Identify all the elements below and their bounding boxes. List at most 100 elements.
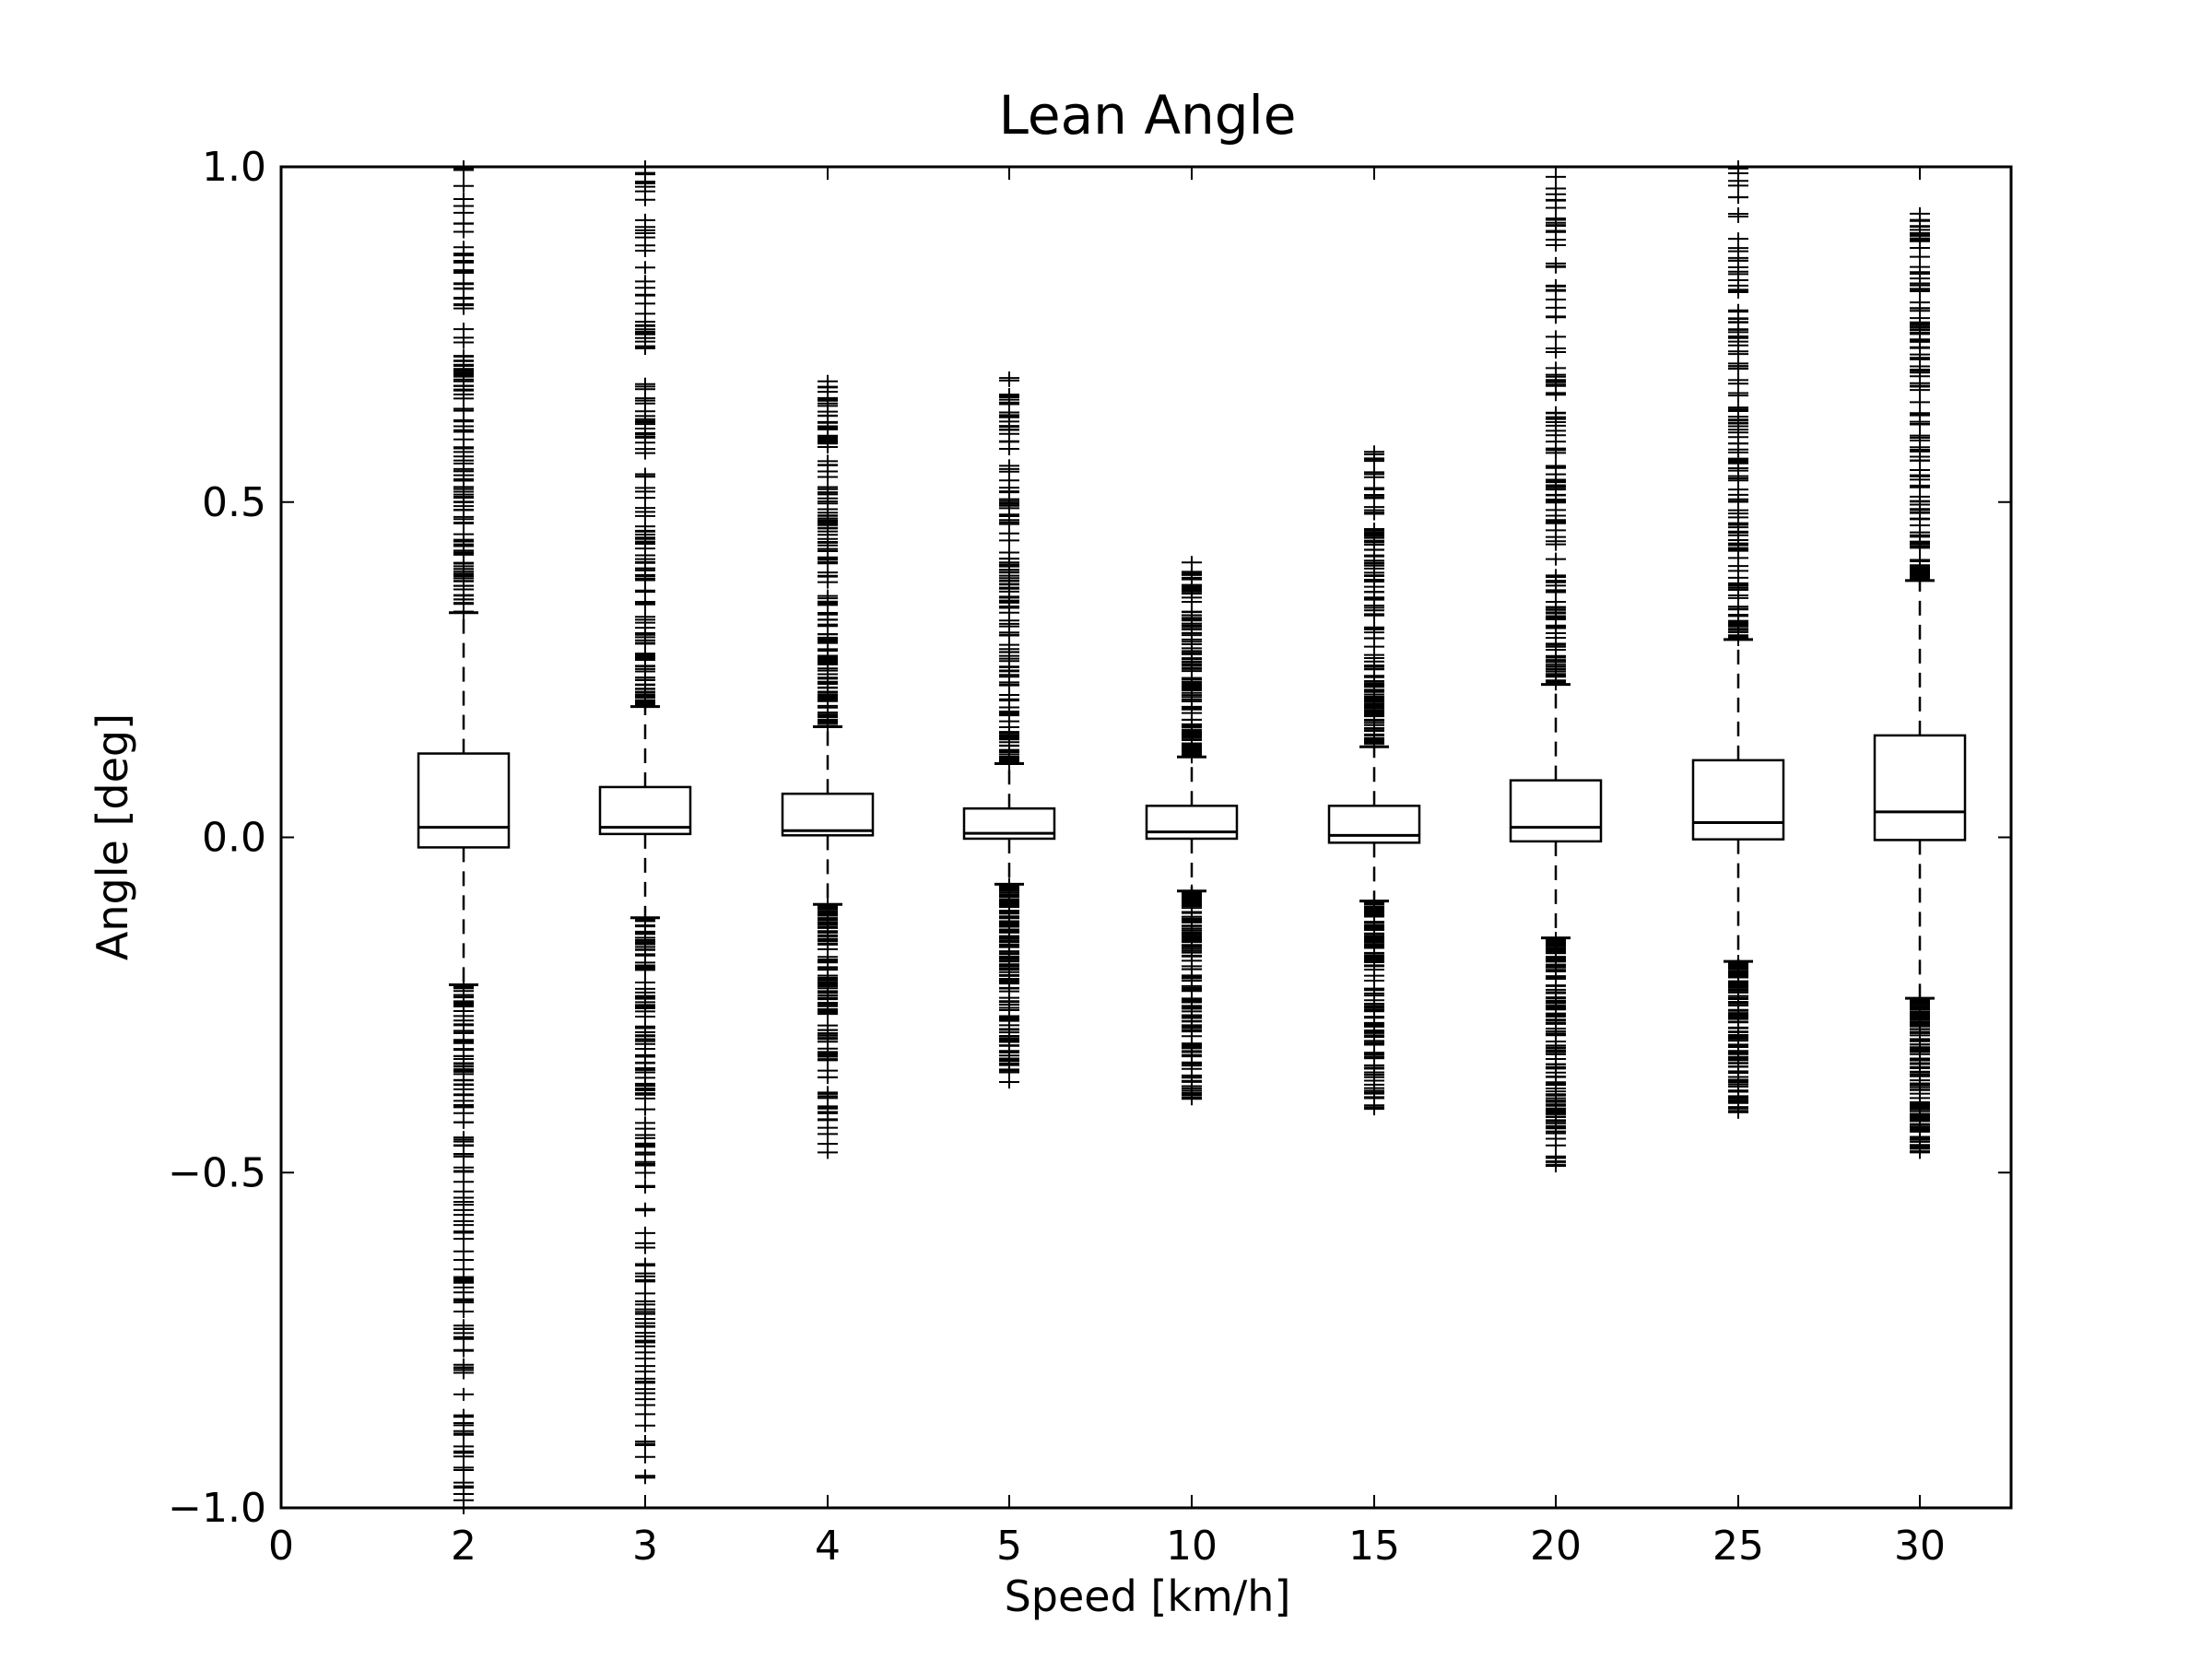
outlier-marker: [1546, 378, 1566, 392]
outlier-marker: [635, 1376, 655, 1390]
outlier-marker: [1728, 1105, 1748, 1119]
outlier-marker: [453, 1424, 474, 1438]
outlier-marker: [453, 1065, 474, 1078]
outlier-marker: [999, 977, 1019, 991]
outlier-marker: [999, 888, 1019, 902]
box-4: [781, 792, 875, 837]
outlier-marker: [635, 1450, 655, 1464]
outlier-marker: [635, 430, 655, 444]
outlier-marker: [1728, 981, 1748, 994]
outlier-marker: [453, 413, 474, 427]
outlier-marker: [1546, 218, 1566, 232]
outlier-marker: [1182, 572, 1202, 586]
outliers-high-15: [1364, 445, 1384, 754]
outlier-marker: [1182, 892, 1202, 906]
outlier-marker: [1910, 433, 1930, 447]
outlier-marker: [1728, 232, 1748, 246]
outlier-marker: [1182, 632, 1202, 646]
outlier-marker: [999, 907, 1019, 921]
outlier-marker: [1182, 676, 1202, 689]
outliers-low-20: [1546, 931, 1566, 1172]
outlier-marker: [1364, 445, 1384, 459]
outlier-marker: [1364, 736, 1384, 750]
outlier-marker: [635, 501, 655, 515]
box-25: [1691, 759, 1785, 841]
outlier-marker: [1546, 584, 1566, 598]
outlier-marker: [635, 1166, 655, 1180]
outlier-marker: [635, 1138, 655, 1152]
outlier-marker: [1546, 1138, 1566, 1152]
outlier-marker: [1182, 587, 1202, 601]
outlier-marker: [1728, 559, 1748, 573]
outlier-marker: [1546, 552, 1566, 566]
outliers-high-4: [818, 374, 838, 734]
outlier-marker: [1728, 413, 1748, 427]
outlier-marker: [453, 379, 474, 393]
outlier-marker: [999, 706, 1019, 720]
x-tick-label: 5: [996, 1523, 1022, 1570]
outlier-marker: [818, 720, 838, 734]
outlier-marker: [453, 323, 474, 336]
outlier-marker: [1728, 622, 1748, 636]
outliers-high-10: [1182, 556, 1202, 764]
outlier-marker: [1546, 256, 1566, 270]
outlier-marker: [1546, 473, 1566, 487]
outlier-marker: [1182, 690, 1202, 704]
outlier-marker: [453, 362, 474, 376]
outlier-marker: [999, 619, 1019, 633]
outlier-marker: [1182, 993, 1202, 1006]
outlier-marker: [453, 534, 474, 547]
outliers-low-4: [818, 898, 838, 1159]
y-tick-label: 1.0: [202, 144, 266, 191]
outlier-marker: [999, 526, 1019, 540]
outlier-marker: [453, 485, 474, 499]
outlier-marker: [1910, 1000, 1930, 1014]
outlier-marker: [1182, 905, 1202, 919]
outlier-marker: [1728, 191, 1748, 205]
x-tick-label: 0: [268, 1523, 294, 1570]
outlier-marker: [1546, 1122, 1566, 1135]
outlier-marker: [1364, 708, 1384, 722]
outliers-low-10: [1182, 884, 1202, 1106]
outlier-marker: [635, 1259, 655, 1273]
outlier-marker: [635, 213, 655, 227]
outlier-marker: [1728, 518, 1748, 532]
outlier-marker: [1910, 341, 1930, 355]
outlier-marker: [1546, 667, 1566, 681]
outlier-marker: [818, 1106, 838, 1120]
outlier-marker: [1910, 366, 1930, 380]
outlier-marker: [999, 508, 1019, 522]
outlier-marker: [1546, 310, 1566, 324]
plot-area: −1.0 −0.5 0.0 0.5 1.0 0 2 3 4 5 10 15 20 25 30: [168, 144, 2013, 1570]
outlier-marker: [1546, 570, 1566, 583]
outlier-marker: [1728, 265, 1748, 278]
outliers-high-30: [1910, 206, 1930, 587]
outlier-marker: [1364, 905, 1384, 919]
outlier-marker: [453, 1481, 474, 1495]
outlier-marker: [1364, 663, 1384, 677]
outlier-marker: [453, 1232, 474, 1246]
y-tick-label: 0.0: [202, 815, 266, 862]
outlier-marker: [1182, 1074, 1202, 1088]
outlier-marker: [818, 935, 838, 948]
outlier-marker: [453, 335, 474, 349]
outlier-marker: [453, 1450, 474, 1464]
outlier-marker: [1182, 944, 1202, 958]
outlier-marker: [1728, 377, 1748, 391]
outlier-marker: [635, 261, 655, 275]
outlier-marker: [1546, 971, 1566, 984]
outlier-marker: [635, 1334, 655, 1347]
outlier-marker: [1182, 556, 1202, 570]
y-tick-label: 0.5: [202, 479, 266, 526]
outlier-marker: [1910, 506, 1930, 520]
outlier-marker: [999, 642, 1019, 656]
outlier-marker: [999, 654, 1019, 668]
outlier-marker: [818, 706, 838, 720]
outlier-marker: [453, 1330, 474, 1344]
outlier-marker: [1910, 494, 1930, 508]
outliers-low-5: [999, 877, 1019, 1089]
outlier-marker: [1182, 1092, 1202, 1106]
outlier-marker: [1546, 1062, 1566, 1076]
outlier-marker: [1364, 554, 1384, 568]
outlier-marker: [1910, 304, 1930, 318]
